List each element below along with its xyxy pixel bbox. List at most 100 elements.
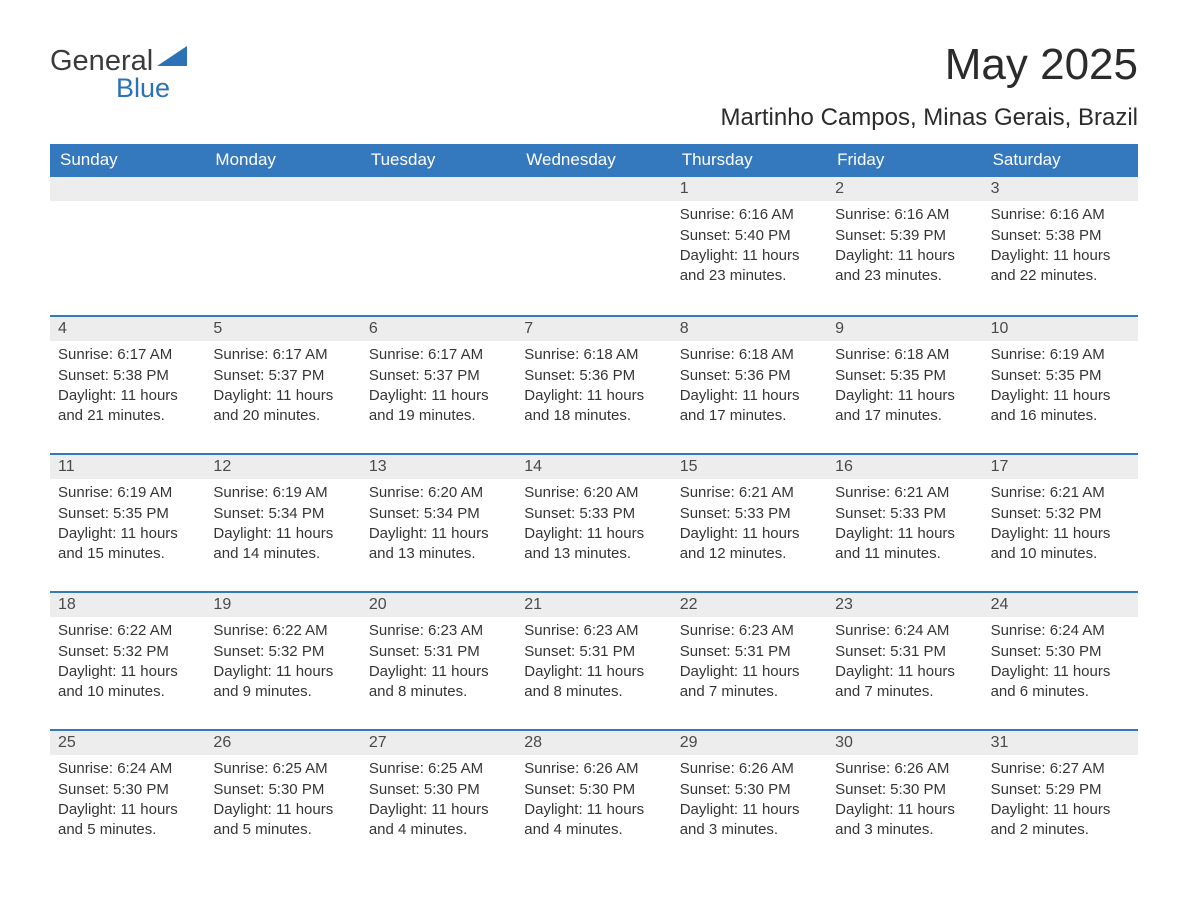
sunrise-text: Sunrise: 6:23 AM [680,621,819,641]
calendar-cell [361,177,516,315]
day-number: 31 [983,731,1138,755]
day-number: 14 [516,455,671,479]
sunset-text: Sunset: 5:31 PM [835,642,974,662]
sunrise-text: Sunrise: 6:19 AM [58,483,197,503]
day-number: 6 [361,317,516,341]
day-details: Sunrise: 6:25 AMSunset: 5:30 PMDaylight:… [205,755,360,846]
sunrise-text: Sunrise: 6:19 AM [991,345,1130,365]
day-number: 1 [672,177,827,201]
daylight-text: Daylight: 11 hours and 4 minutes. [524,800,663,841]
day-number: 7 [516,317,671,341]
week-row: 18Sunrise: 6:22 AMSunset: 5:32 PMDayligh… [50,591,1138,729]
daylight-text: Daylight: 11 hours and 13 minutes. [369,524,508,565]
day-number: 4 [50,317,205,341]
day-number: 21 [516,593,671,617]
daylight-text: Daylight: 11 hours and 16 minutes. [991,386,1130,427]
sunset-text: Sunset: 5:36 PM [524,366,663,386]
day-details: Sunrise: 6:17 AMSunset: 5:37 PMDaylight:… [205,341,360,432]
day-details: Sunrise: 6:16 AMSunset: 5:38 PMDaylight:… [983,201,1138,292]
sunrise-text: Sunrise: 6:20 AM [369,483,508,503]
daylight-text: Daylight: 11 hours and 17 minutes. [680,386,819,427]
sunset-text: Sunset: 5:32 PM [58,642,197,662]
day-number: 22 [672,593,827,617]
daylight-text: Daylight: 11 hours and 9 minutes. [213,662,352,703]
week-row: 4Sunrise: 6:17 AMSunset: 5:38 PMDaylight… [50,315,1138,453]
sunset-text: Sunset: 5:40 PM [680,226,819,246]
daylight-text: Daylight: 11 hours and 7 minutes. [835,662,974,703]
calendar-cell: 23Sunrise: 6:24 AMSunset: 5:31 PMDayligh… [827,593,982,729]
week-row: 1 Sunrise: 6:16 AM Sunset: 5:40 PM Daylight… [50,177,1138,315]
daylight-text: Daylight: 11 hours and 3 minutes. [835,800,974,841]
day-details: Sunrise: 6:18 AMSunset: 5:35 PMDaylight:… [827,341,982,432]
sunrise-text: Sunrise: 6:18 AM [524,345,663,365]
sunrise-text: Sunrise: 6:16 AM [835,205,974,225]
sunset-text: Sunset: 5:35 PM [991,366,1130,386]
logo-triangle-icon [153,46,187,76]
dayname-wednesday: Wednesday [516,144,671,177]
daylight-text: Daylight: 11 hours and 21 minutes. [58,386,197,427]
calendar-cell: 27Sunrise: 6:25 AMSunset: 5:30 PMDayligh… [361,731,516,867]
day-number: 16 [827,455,982,479]
sunset-text: Sunset: 5:35 PM [835,366,974,386]
calendar-cell: 17Sunrise: 6:21 AMSunset: 5:32 PMDayligh… [983,455,1138,591]
dayname-thursday: Thursday [672,144,827,177]
daylight-text: Daylight: 11 hours and 8 minutes. [524,662,663,703]
day-number: 24 [983,593,1138,617]
calendar-cell: 4 Sunrise: 6:17 AMSunset: 5:38 PMDaylight… [50,317,205,453]
sunset-text: Sunset: 5:34 PM [369,504,508,524]
day-number: 9 [827,317,982,341]
calendar-cell: 5Sunrise: 6:17 AMSunset: 5:37 PMDaylight… [205,317,360,453]
day-details: Sunrise: 6:25 AMSunset: 5:30 PMDaylight:… [361,755,516,846]
daylight-text: Daylight: 11 hours and 22 minutes. [991,246,1130,287]
sunset-text: Sunset: 5:34 PM [213,504,352,524]
daylight-text: Daylight: 11 hours and 14 minutes. [213,524,352,565]
sunset-text: Sunset: 5:31 PM [524,642,663,662]
daylight-text: Daylight: 11 hours and 8 minutes. [369,662,508,703]
dayname-sunday: Sunday [50,144,205,177]
day-details: Sunrise: 6:20 AMSunset: 5:34 PMDaylight:… [361,479,516,570]
calendar-cell: 29Sunrise: 6:26 AMSunset: 5:30 PMDayligh… [672,731,827,867]
sunset-text: Sunset: 5:38 PM [991,226,1130,246]
day-details: Sunrise: 6:21 AMSunset: 5:33 PMDaylight:… [827,479,982,570]
day-details: Sunrise: 6:19 AMSunset: 5:34 PMDaylight:… [205,479,360,570]
daylight-text: Daylight: 11 hours and 15 minutes. [58,524,197,565]
week-row: 25Sunrise: 6:24 AMSunset: 5:30 PMDayligh… [50,729,1138,867]
sunset-text: Sunset: 5:30 PM [524,780,663,800]
sunrise-text: Sunrise: 6:20 AM [524,483,663,503]
day-number: 13 [361,455,516,479]
sunrise-text: Sunrise: 6:25 AM [213,759,352,779]
sunrise-text: Sunrise: 6:27 AM [991,759,1130,779]
sunset-text: Sunset: 5:31 PM [680,642,819,662]
daylight-text: Daylight: 11 hours and 7 minutes. [680,662,819,703]
sunset-text: Sunset: 5:31 PM [369,642,508,662]
daylight-text: Daylight: 11 hours and 4 minutes. [369,800,508,841]
day-number: 25 [50,731,205,755]
daylight-text: Daylight: 11 hours and 11 minutes. [835,524,974,565]
day-details: Sunrise: 6:21 AMSunset: 5:32 PMDaylight:… [983,479,1138,570]
sunset-text: Sunset: 5:38 PM [58,366,197,386]
daylight-text: Daylight: 11 hours and 20 minutes. [213,386,352,427]
day-details: Sunrise: 6:19 AMSunset: 5:35 PMDaylight:… [983,341,1138,432]
daylight-text: Daylight: 11 hours and 23 minutes. [835,246,974,287]
day-details: Sunrise: 6:18 AMSunset: 5:36 PMDaylight:… [672,341,827,432]
day-number: 18 [50,593,205,617]
calendar-cell: 10Sunrise: 6:19 AMSunset: 5:35 PMDayligh… [983,317,1138,453]
dayname-row: SundayMondayTuesdayWednesdayThursdayFrid… [50,144,1138,177]
daylight-text: Daylight: 11 hours and 5 minutes. [58,800,197,841]
sunrise-text: Sunrise: 6:17 AM [58,345,197,365]
day-number: 23 [827,593,982,617]
day-details: Sunrise: 6:20 AMSunset: 5:33 PMDaylight:… [516,479,671,570]
day-number: 3 [983,177,1138,201]
sunset-text: Sunset: 5:39 PM [835,226,974,246]
sunset-text: Sunset: 5:33 PM [524,504,663,524]
day-details: Sunrise: 6:22 AMSunset: 5:32 PMDaylight:… [50,617,205,708]
sunrise-text: Sunrise: 6:21 AM [680,483,819,503]
calendar-cell: 20Sunrise: 6:23 AMSunset: 5:31 PMDayligh… [361,593,516,729]
sunrise-text: Sunrise: 6:26 AM [835,759,974,779]
daylight-text: Daylight: 11 hours and 3 minutes. [680,800,819,841]
sunrise-text: Sunrise: 6:17 AM [369,345,508,365]
calendar-cell [516,177,671,315]
calendar-cell: 12Sunrise: 6:19 AMSunset: 5:34 PMDayligh… [205,455,360,591]
day-number: 28 [516,731,671,755]
daylight-text: Daylight: 11 hours and 2 minutes. [991,800,1130,841]
